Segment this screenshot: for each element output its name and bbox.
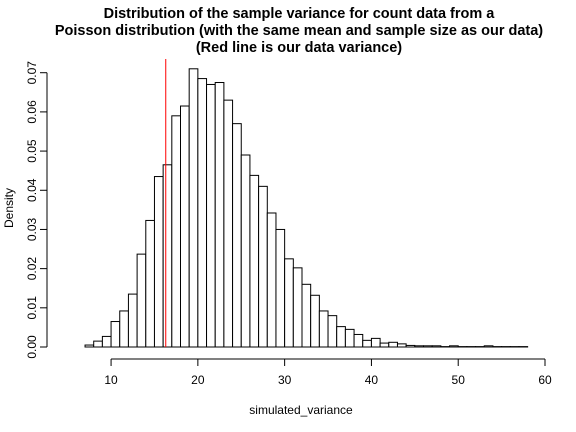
x-axis-tick-label: 40: [365, 373, 379, 387]
x-axis-tick-label: 10: [104, 373, 118, 387]
y-axis-tick-label: 0.05: [25, 139, 39, 163]
histogram-bar: [344, 328, 355, 348]
chart-title-line-1: Distribution of the sample variance for …: [104, 6, 496, 22]
histogram-bar: [327, 315, 338, 348]
histogram-bar: [362, 339, 372, 348]
histogram-bar: [396, 343, 407, 348]
histogram-bar: [414, 345, 425, 348]
histogram-bar: [84, 344, 95, 348]
histogram-bar: [284, 258, 294, 348]
histogram-bar: [431, 345, 442, 348]
y-axis-tick-label: 0.00: [25, 335, 39, 359]
y-axis-tick-label: 0.07: [25, 61, 39, 85]
chart-title: Distribution of the sample variance for …: [55, 6, 543, 56]
histogram-bar: [223, 99, 234, 348]
histogram-bar: [310, 294, 320, 348]
histogram-bar: [240, 154, 251, 348]
histogram-bar: [197, 78, 208, 348]
histogram-bar: [101, 335, 112, 348]
histogram-bar: [423, 345, 433, 348]
histogram-bar: [171, 115, 182, 348]
histogram-bar: [127, 293, 138, 348]
histogram-bar: [249, 174, 260, 348]
histogram-bar: [405, 344, 416, 348]
histogram-bar: [232, 123, 242, 348]
histogram-bar: [388, 341, 398, 348]
histogram-bar: [292, 267, 303, 348]
y-axis-tick-label: 0.01: [25, 296, 39, 320]
histogram-bar: [353, 333, 364, 348]
histogram-bar: [275, 228, 286, 348]
histogram-bar: [370, 337, 381, 348]
histogram-bar: [266, 212, 277, 348]
y-axis-tick-label: 0.02: [25, 257, 39, 281]
histogram-bar: [145, 219, 155, 348]
histogram-bar: [110, 321, 121, 348]
y-axis-tick-label: 0.06: [25, 100, 39, 124]
histogram-bar: [449, 345, 459, 348]
x-axis-tick-label: 50: [452, 373, 466, 387]
histogram-bar: [214, 82, 225, 348]
chart-title-line-3: (Red line is our data variance): [196, 40, 402, 56]
histogram-bar: [180, 105, 190, 348]
histogram-bar: [301, 283, 312, 348]
histogram-bars: [84, 68, 529, 348]
y-axis-tick-label: 0.03: [25, 217, 39, 241]
histogram-bar: [119, 310, 129, 348]
histogram-bar: [258, 185, 268, 348]
x-axis-label: simulated_variance: [249, 403, 353, 417]
histogram-bar: [483, 345, 494, 348]
y-axis: 0.00 0.01 0.02 0.03 0.04 0.05 0.06 0.07: [25, 61, 48, 359]
histogram-bar: [136, 253, 147, 348]
histogram-bar: [188, 68, 199, 348]
x-axis-tick-label: 30: [278, 373, 292, 387]
histogram-bar: [206, 83, 216, 348]
histogram-bar: [162, 164, 173, 348]
x-axis-tick-label: 60: [538, 373, 552, 387]
chart-title-line-2: Poisson distribution (with the same mean…: [55, 23, 543, 39]
histogram-bar: [336, 326, 346, 348]
histogram-bar: [379, 342, 390, 348]
x-axis-tick-label: 20: [191, 373, 205, 387]
histogram-bar: [318, 310, 329, 348]
x-axis: 10 20 30 40 50 60: [104, 358, 552, 387]
histogram-bar: [153, 176, 164, 348]
histogram-bar: [93, 340, 103, 348]
y-axis-label: Density: [2, 188, 16, 228]
y-axis-tick-label: 0.04: [25, 178, 39, 202]
